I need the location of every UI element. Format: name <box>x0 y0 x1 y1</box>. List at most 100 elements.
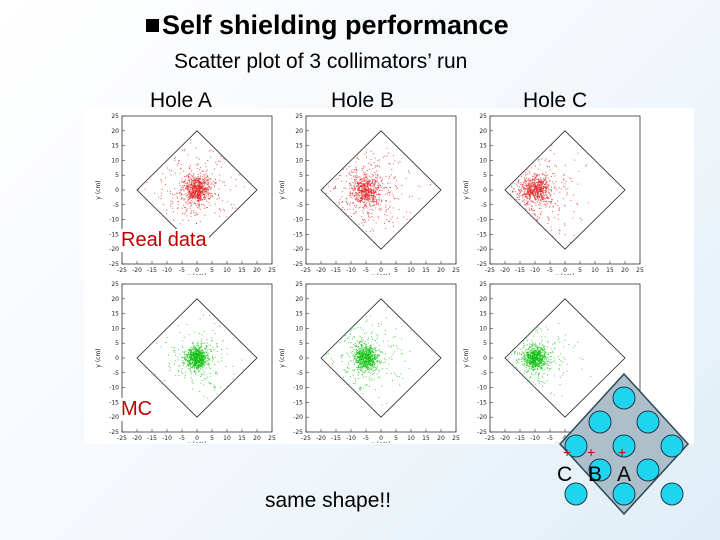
scatter-point <box>361 348 363 350</box>
scatter-point <box>374 179 376 181</box>
scatter-point <box>536 371 538 373</box>
scatter-point <box>367 196 369 198</box>
scatter-point <box>369 350 371 352</box>
scatter-point <box>190 195 192 197</box>
scatter-point <box>361 186 363 188</box>
scatter-point <box>529 191 531 193</box>
x-tick-label: 20 <box>437 267 445 274</box>
scatter-point <box>207 356 209 358</box>
scatter-point <box>196 344 198 346</box>
scatter-point <box>532 179 534 181</box>
scatter-point <box>160 180 162 182</box>
scatter-point <box>206 346 208 348</box>
scatter-point <box>543 197 545 199</box>
scatter-point <box>340 355 342 357</box>
x-tick-label: 0 <box>195 435 199 442</box>
scatter-point <box>534 345 536 347</box>
scatter-point <box>537 191 539 193</box>
scatter-point <box>201 338 203 340</box>
scatter-point <box>390 174 392 176</box>
scatter-point <box>540 200 542 202</box>
scatter-point <box>379 166 381 168</box>
scatter-point <box>216 343 218 345</box>
scatter-point <box>196 179 198 181</box>
scatter-point <box>192 342 194 344</box>
scatter-point <box>196 356 198 358</box>
scatter-point <box>355 344 357 346</box>
scatter-point <box>522 194 524 196</box>
scatter-point <box>200 195 202 197</box>
scatter-point <box>367 362 369 364</box>
scatter-point <box>196 200 198 202</box>
scatter-point <box>377 175 379 177</box>
scatter-point <box>521 363 523 365</box>
scatter-point <box>194 351 196 353</box>
scatter-point <box>528 207 530 209</box>
scatter-point <box>198 353 200 355</box>
scatter-point <box>541 180 543 182</box>
y-tick-label: -25 <box>109 429 119 436</box>
scatter-point <box>375 170 377 172</box>
scatter-point <box>363 365 365 367</box>
scatter-point <box>353 383 355 385</box>
scatter-point <box>349 173 351 175</box>
scatter-point <box>165 177 167 179</box>
scatter-point <box>201 353 203 355</box>
scatter-point <box>188 166 190 168</box>
scatter-point <box>191 353 193 355</box>
scatter-point <box>369 204 371 206</box>
scatter-point <box>357 193 359 195</box>
scatter-point <box>525 194 527 196</box>
scatter-point <box>194 356 196 358</box>
scatter-point <box>540 213 542 215</box>
scatter-point <box>371 201 373 203</box>
scatter-point <box>357 357 359 359</box>
scatter-point <box>367 216 369 218</box>
scatter-point <box>377 215 379 217</box>
scatter-point <box>209 181 211 183</box>
scatter-point <box>536 181 538 183</box>
scatter-point <box>545 194 547 196</box>
scatter-point <box>364 371 366 373</box>
scatter-point <box>394 160 396 162</box>
scatter-point <box>533 190 535 192</box>
scatter-point <box>529 343 531 345</box>
scatter-point <box>527 363 529 365</box>
scatter-point <box>386 402 388 404</box>
scatter-point <box>370 351 372 353</box>
scatter-point <box>183 352 185 354</box>
scatter-point <box>192 176 194 178</box>
scatter-point <box>197 368 199 370</box>
scatter-point <box>191 195 193 197</box>
scatter-point <box>526 173 528 175</box>
scatter-point <box>365 191 367 193</box>
scatter-point <box>369 348 371 350</box>
scatter-point <box>375 199 377 201</box>
scatter-point <box>199 370 201 372</box>
y-tick-label: 15 <box>479 311 487 318</box>
scatter-point <box>235 178 237 180</box>
scatter-point <box>384 222 386 224</box>
scatter-point <box>534 174 536 176</box>
scatter-point <box>362 201 364 203</box>
scatter-point <box>385 210 387 212</box>
scatter-point <box>205 195 207 197</box>
scatter-point <box>197 369 199 371</box>
scatter-point <box>362 393 364 395</box>
scatter-point <box>155 342 157 344</box>
scatter-point <box>364 355 366 357</box>
scatter-point <box>209 198 211 200</box>
scatter-point <box>391 358 393 360</box>
scatter-point <box>374 187 376 189</box>
scatter-point <box>534 182 536 184</box>
scatter-point <box>379 177 381 179</box>
scatter-point <box>366 360 368 362</box>
scatter-point <box>187 184 189 186</box>
scatter-point <box>535 185 537 187</box>
scatter-point <box>186 185 188 187</box>
scatter-point <box>191 342 193 344</box>
scatter-point <box>365 367 367 369</box>
scatter-point <box>196 361 198 363</box>
scatter-point <box>525 193 527 195</box>
scatter-point <box>361 188 363 190</box>
